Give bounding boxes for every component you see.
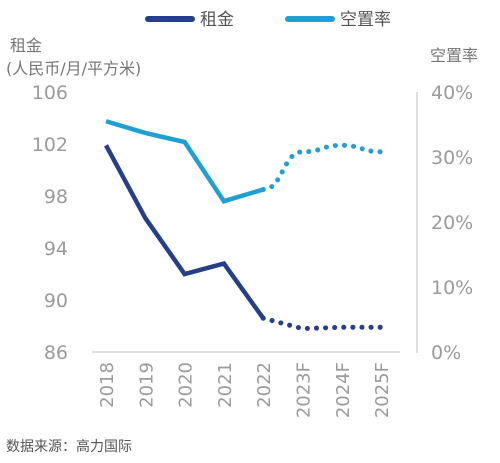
- right-axis-title: 空置率: [430, 46, 478, 65]
- right-tick-label: 10%: [431, 277, 473, 299]
- series-forecast-vacancy: [260, 142, 384, 192]
- x-tick-label: 2020: [176, 362, 197, 408]
- left-tick-label: 86: [44, 342, 68, 364]
- x-tick-label: 2024F: [333, 362, 354, 418]
- left-axis-ticks: 86 90 94 98 102 106: [32, 82, 68, 364]
- right-tick-label: 40%: [431, 82, 473, 104]
- right-tick-label: 20%: [431, 212, 473, 234]
- left-axis-title-line2: (人民币/月/平方米): [6, 59, 141, 78]
- series-line-vacancy: [105, 119, 264, 204]
- left-axis-title-line1: 租金: [10, 36, 42, 55]
- x-tick-label: 2023F: [294, 362, 315, 418]
- legend: 租金 空置率: [145, 10, 391, 30]
- left-tick-label: 106: [32, 82, 68, 104]
- x-tick-label: 2022: [254, 362, 275, 408]
- left-tick-label: 90: [44, 290, 68, 312]
- right-tick-label: 0%: [431, 342, 461, 364]
- x-tick-label: 2021: [215, 362, 236, 408]
- legend-label-vacancy: 空置率: [340, 10, 391, 30]
- series-layer: [104, 119, 384, 332]
- right-axis-ticks: 0% 10% 20% 30% 40%: [431, 82, 473, 364]
- legend-label-rent: 租金: [200, 10, 234, 30]
- left-tick-label: 102: [32, 134, 68, 156]
- series-forecast-rent: [260, 315, 384, 332]
- x-axis-ticks: 2018 2019 2020 2021 2022 2023F 2024F 2025F: [97, 362, 393, 418]
- left-tick-label: 94: [44, 238, 68, 260]
- x-tick-label: 2018: [97, 362, 118, 408]
- left-tick-label: 98: [44, 186, 68, 208]
- x-tick-label: 2019: [136, 362, 157, 408]
- series-line-rent: [104, 144, 266, 320]
- right-tick-label: 30%: [431, 147, 473, 169]
- x-tick-label: 2025F: [372, 362, 393, 418]
- source-note: 数据来源：高力国际: [6, 439, 132, 455]
